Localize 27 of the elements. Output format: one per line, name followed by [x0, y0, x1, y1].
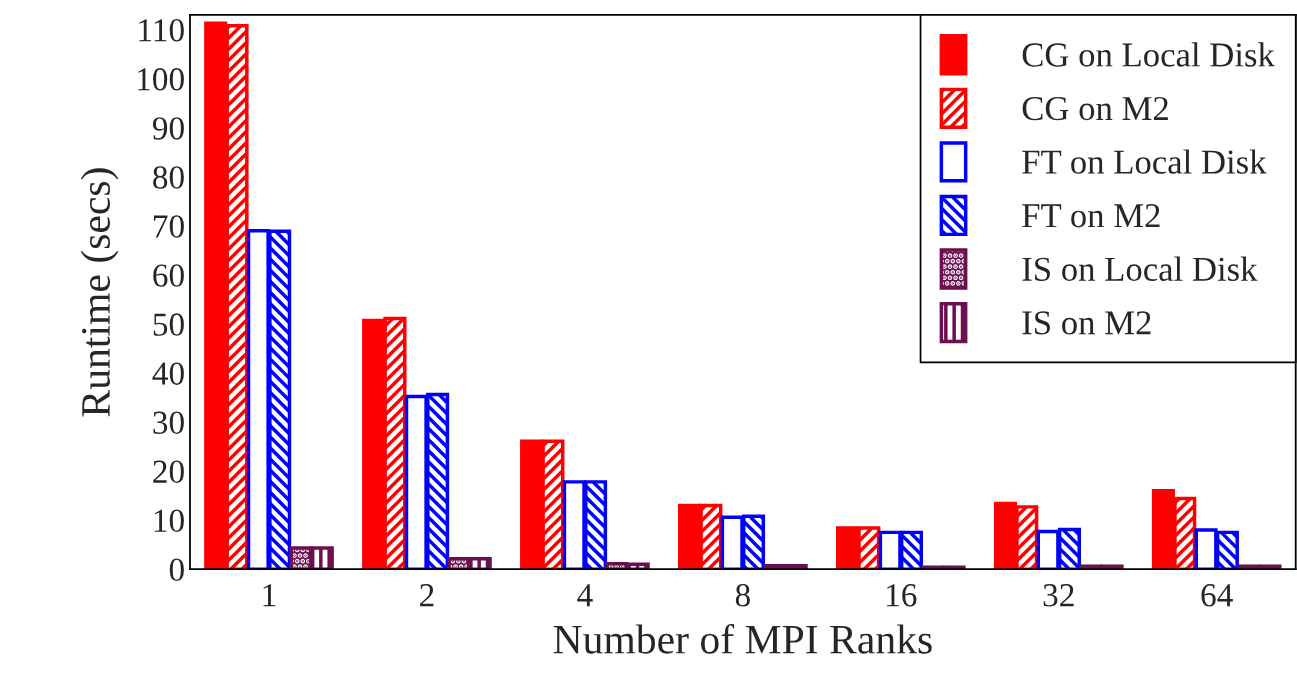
- x-tick-label: 64: [1201, 584, 1233, 607]
- y-tick-label: 20: [153, 460, 184, 483]
- y-axis-title: Runtime (secs): [80, 168, 119, 417]
- legend-label: CG on Local Disk: [1022, 42, 1275, 67]
- legend-label: FT on Local Disk: [1022, 149, 1267, 174]
- y-tick-label: 50: [153, 313, 184, 336]
- y-tick-label: 40: [152, 362, 184, 385]
- y-tick-label: 10: [154, 509, 184, 533]
- x-tick-label: 2: [420, 584, 434, 607]
- legend-label: IS on Local Disk: [1022, 256, 1258, 281]
- y-tick-label: 110: [139, 19, 184, 42]
- y-tick-label: 80: [153, 166, 184, 189]
- y-tick-label: 0: [169, 558, 184, 582]
- legend-label: FT on M2: [1022, 204, 1160, 228]
- x-tick-label: 32: [1043, 584, 1074, 607]
- x-axis-title: Number of MPI Ranks: [553, 623, 932, 654]
- x-tick-label: 16: [887, 584, 917, 607]
- y-tick-label: 60: [153, 264, 184, 287]
- x-tick-label: 8: [735, 584, 750, 607]
- x-tick-label: 4: [577, 584, 593, 607]
- y-tick-label: 100: [138, 68, 184, 91]
- legend-label: IS on M2: [1022, 311, 1151, 335]
- x-tick-label: 1: [263, 584, 276, 607]
- y-tick-label: 70: [154, 215, 184, 238]
- y-tick-label: 90: [152, 117, 184, 140]
- legend-label: CG on M2: [1022, 96, 1168, 121]
- y-tick-label: 30: [153, 411, 184, 434]
